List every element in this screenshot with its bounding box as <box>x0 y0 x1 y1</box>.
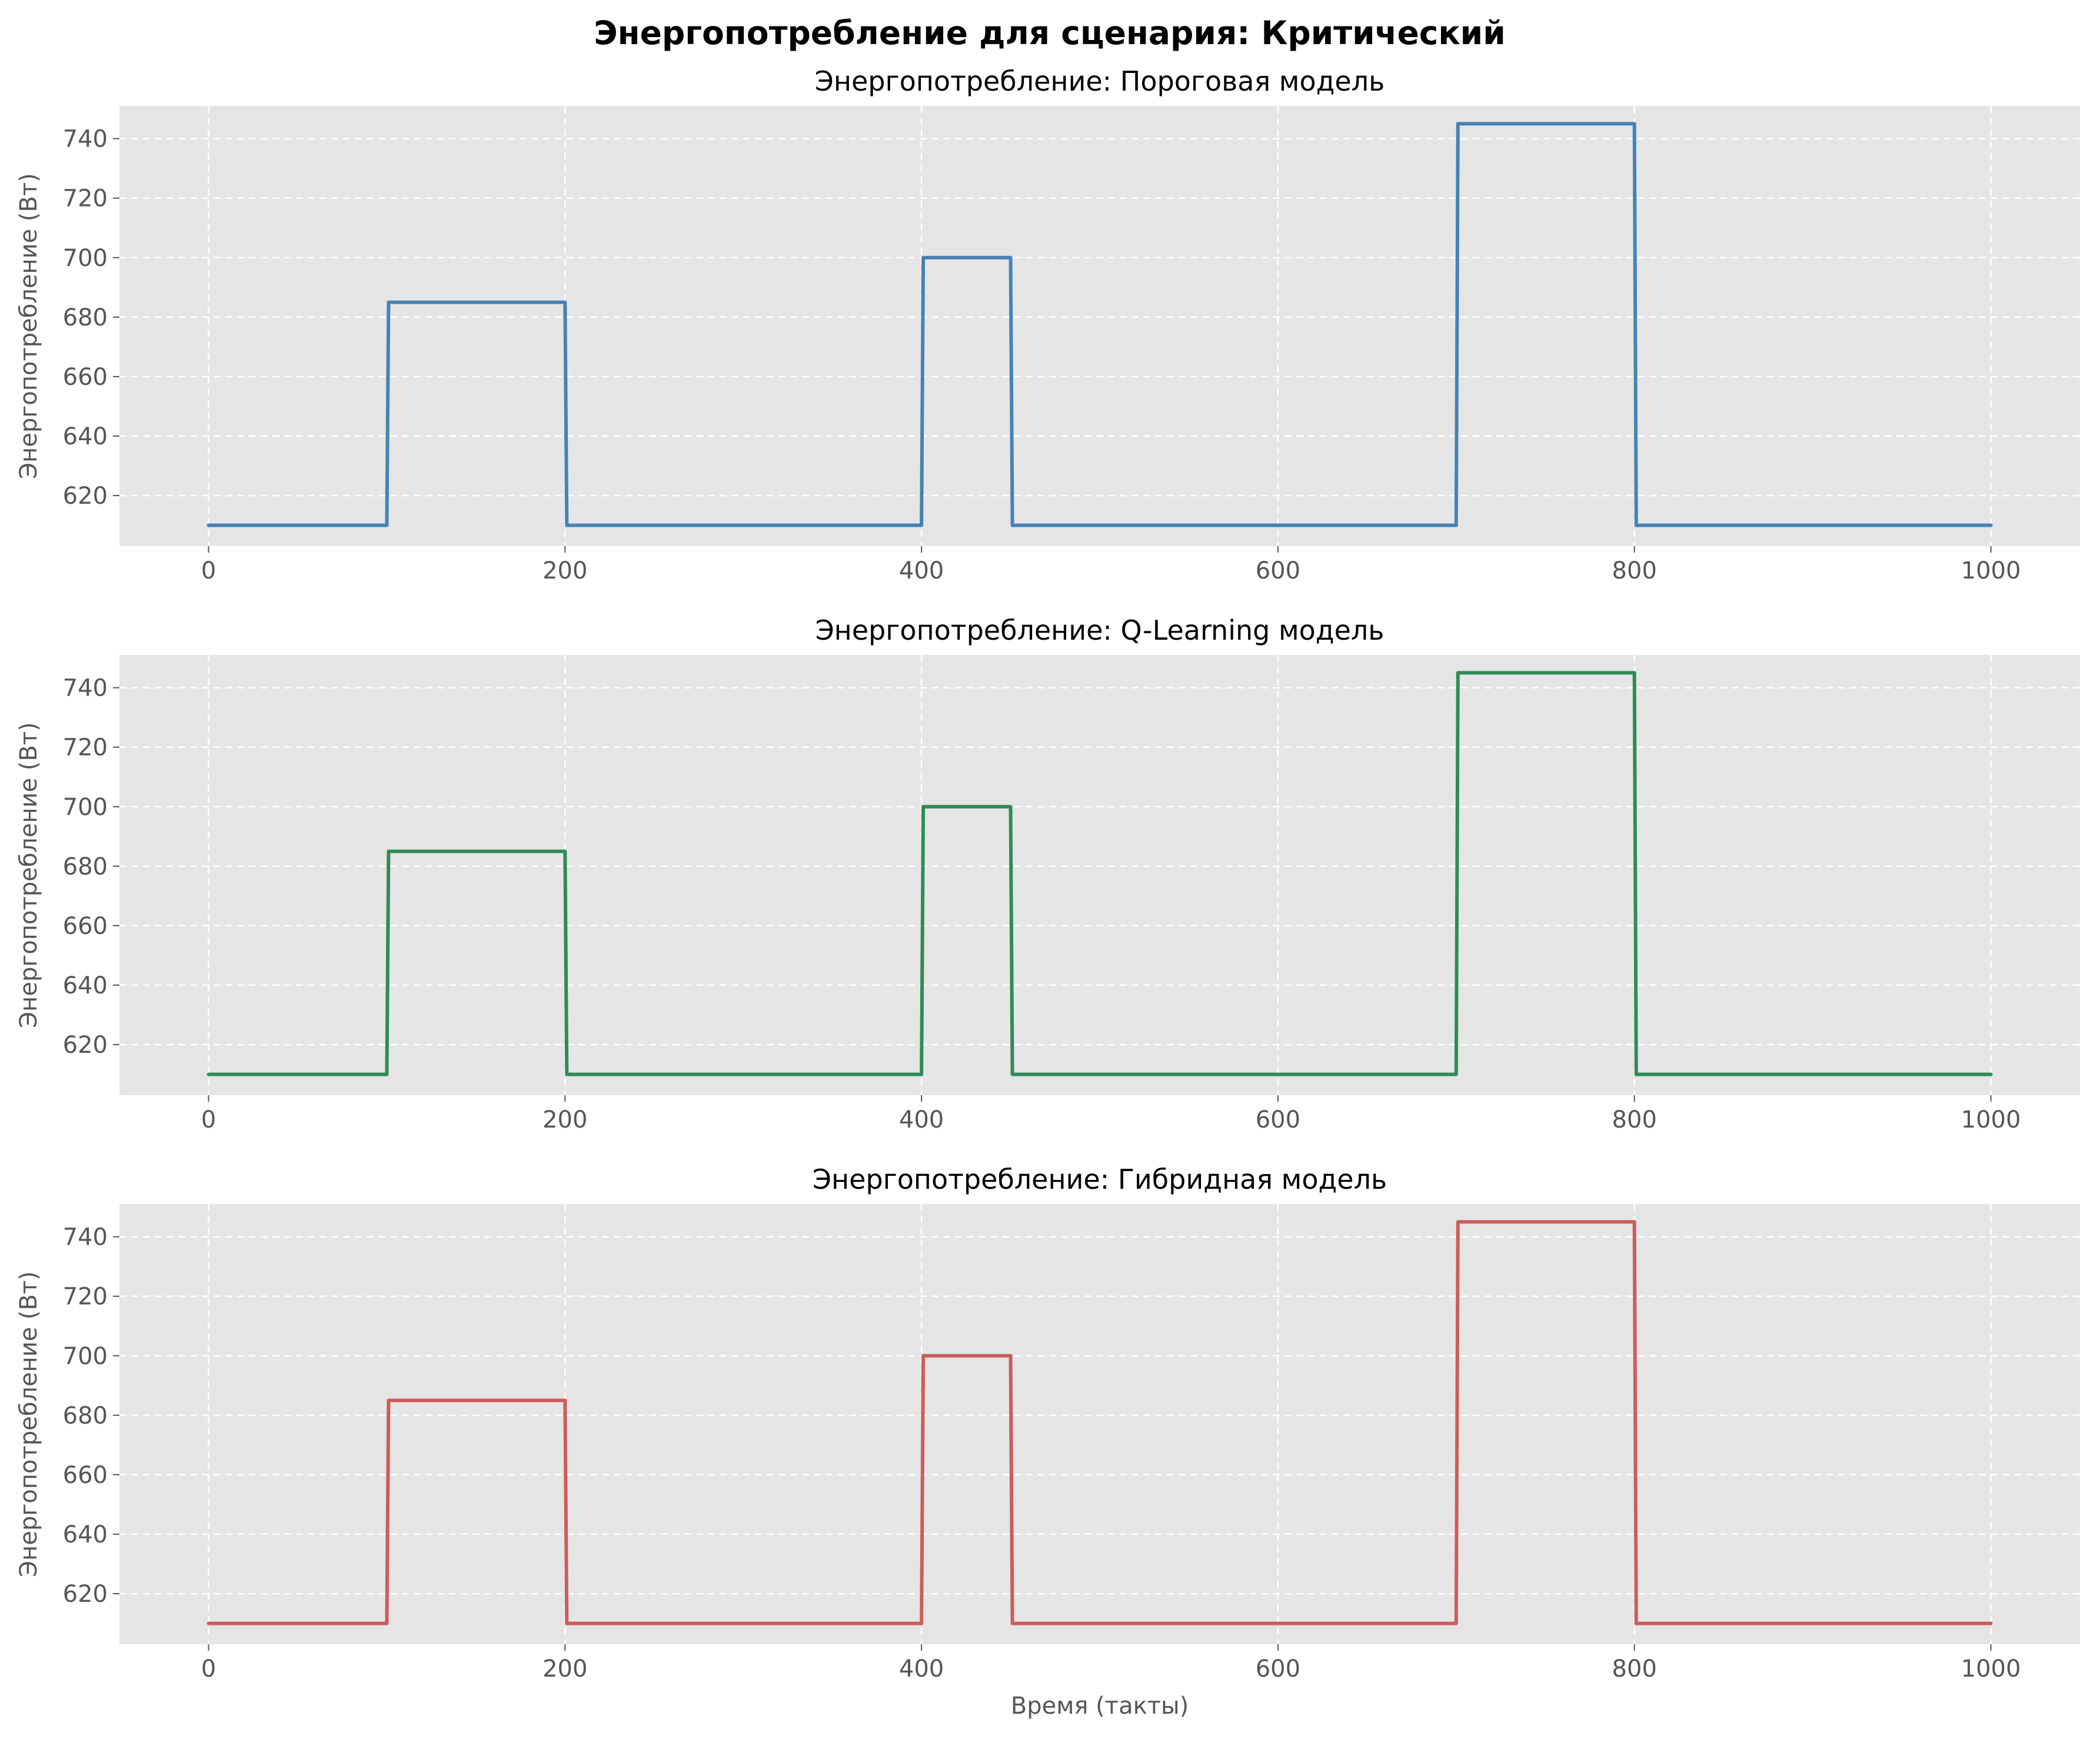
y-tick-label-3: 680 <box>63 1402 108 1429</box>
x-tick-label-1: 200 <box>543 1655 587 1683</box>
series-line-1 <box>207 671 1993 1076</box>
y-tick-label-0: 620 <box>63 1032 108 1059</box>
y-tick-label-4: 700 <box>63 245 108 272</box>
y-tick-label-2: 660 <box>63 913 108 940</box>
chart-panel-1: 0 200 400 600 800 1000 620 640 660 680 700 720 740 Эн… <box>15 65 2080 584</box>
y-tick-label-4: 700 <box>63 794 108 821</box>
panel-title: Энергопотребление: Гибридная модель <box>813 1163 1387 1195</box>
y-tick-label-6: 740 <box>63 675 108 702</box>
plot-area <box>119 655 2080 1095</box>
y-tick-label-5: 720 <box>63 185 108 212</box>
y-axis-label: Энергопотребление (Вт) <box>15 722 42 1028</box>
x-tick-label-1: 200 <box>543 1106 587 1133</box>
plot-area <box>119 106 2080 546</box>
y-tick-label-2: 660 <box>63 364 108 391</box>
x-tick-label-5: 1000 <box>1961 1106 2021 1133</box>
x-tick-label-1: 200 <box>543 557 587 584</box>
y-axis-label: Энергопотребление (Вт) <box>15 1271 42 1577</box>
y-tick-label-1: 640 <box>63 423 108 450</box>
y-tick-label-1: 640 <box>63 972 108 999</box>
x-tick-label-2: 400 <box>899 1106 944 1133</box>
x-tick-label-4: 800 <box>1612 557 1657 584</box>
chart-panel-3: 0 200 400 600 800 1000 620 640 660 680 700 720 740 Эн… <box>15 1163 2080 1720</box>
chart-panel-2: 0 200 400 600 800 1000 620 640 660 680 700 720 740 Эн… <box>15 614 2080 1133</box>
x-tick-label-5: 1000 <box>1961 1655 2021 1683</box>
series-line-1 <box>207 1220 1993 1625</box>
y-tick-label-4: 700 <box>63 1343 108 1370</box>
y-tick-label-0: 620 <box>63 1581 108 1608</box>
y-tick-label-6: 740 <box>63 126 108 153</box>
x-axis-label: Время (такты) <box>1011 1693 1189 1720</box>
y-tick-label-3: 680 <box>63 853 108 880</box>
x-tick-label-0: 0 <box>201 1655 216 1683</box>
x-tick-label-2: 400 <box>899 1655 944 1683</box>
x-tick-label-3: 600 <box>1256 1106 1300 1133</box>
figure-title: Энергопотребление для сценария: Критичес… <box>594 14 1506 52</box>
x-tick-label-0: 0 <box>201 1106 216 1133</box>
y-tick-label-6: 740 <box>63 1224 108 1251</box>
y-axis-label: Энергопотребление (Вт) <box>15 173 42 479</box>
x-tick-label-3: 600 <box>1256 557 1300 584</box>
panel-title: Энергопотребление: Q-Learning модель <box>816 614 1385 646</box>
panels: 0 200 400 600 800 1000 620 640 660 680 700 720 740 Эн… <box>15 65 2080 1720</box>
y-tick-label-2: 660 <box>63 1462 108 1489</box>
y-tick-label-5: 720 <box>63 734 108 762</box>
x-tick-label-5: 1000 <box>1961 557 2021 584</box>
y-tick-label-3: 680 <box>63 304 108 331</box>
x-tick-label-3: 600 <box>1256 1655 1300 1683</box>
panel-title: Энергопотребление: Пороговая модель <box>815 65 1385 97</box>
x-tick-label-4: 800 <box>1612 1106 1657 1133</box>
x-tick-label-2: 400 <box>899 557 944 584</box>
x-tick-label-0: 0 <box>201 557 216 584</box>
plot-area <box>119 1204 2080 1644</box>
series-line-1 <box>207 122 1993 527</box>
x-tick-label-4: 800 <box>1612 1655 1657 1683</box>
y-tick-label-0: 620 <box>63 483 108 510</box>
y-tick-label-5: 720 <box>63 1284 108 1311</box>
y-tick-label-1: 640 <box>63 1521 108 1548</box>
